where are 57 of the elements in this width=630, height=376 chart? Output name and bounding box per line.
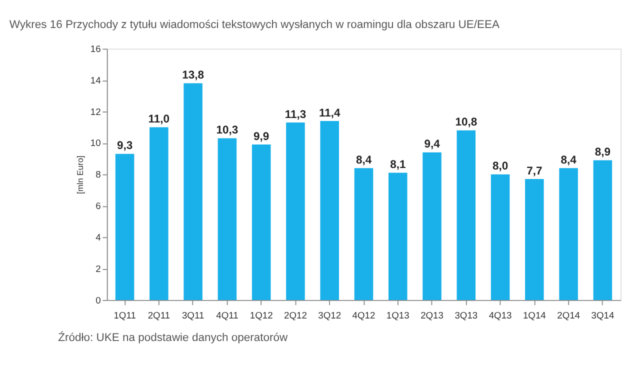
data-label: 7,7: [526, 165, 542, 178]
data-label: 8,4: [560, 154, 578, 166]
chart-title: Wykres 16 Przychody z tytułu wiadomości tekstowych wysłanych w roamingu dla obszaru UE/EEA: [9, 19, 500, 32]
bar: [388, 172, 408, 300]
data-label: 8,0: [492, 160, 508, 173]
data-label: 8,9: [594, 146, 611, 159]
bar: [286, 122, 305, 300]
bar: [115, 154, 134, 300]
x-tick-label: 1Q11: [114, 310, 136, 320]
bar: [525, 179, 544, 300]
x-tick-label: 4Q13: [488, 310, 512, 320]
x-tick-label: 2Q12: [284, 310, 307, 320]
text: Źródło: UKE na podstawie danych operatorów: [58, 331, 289, 344]
x-tick-label: 3Q13: [454, 310, 478, 320]
x-tick-label: 3Q12: [318, 310, 342, 320]
x-tick-label: 2Q14: [557, 310, 580, 320]
data-label: 8,1: [390, 159, 406, 172]
bar: [320, 120, 339, 300]
bar: [218, 138, 237, 300]
bar: [422, 152, 442, 300]
data-label: 11,0: [148, 114, 170, 126]
y-tick-label: 16: [90, 44, 101, 54]
data-label: 9,3: [116, 140, 133, 152]
bar: [456, 130, 476, 300]
y-axis-title: [mln Euro]: [74, 156, 85, 194]
bar: [559, 168, 578, 300]
y-tick-label: 8: [96, 170, 101, 180]
x-tick-label: 4Q12: [352, 310, 376, 320]
data-label: 10,3: [216, 124, 238, 137]
y-tick-label: 4: [96, 232, 101, 242]
y-tick-label: 2: [96, 264, 101, 274]
bar: [490, 174, 510, 300]
y-tick-label: 12: [90, 106, 101, 117]
data-label: 11,4: [318, 107, 341, 120]
x-tick-label: 2Q13: [420, 310, 444, 320]
x-tick-label: 3Q11: [182, 310, 204, 320]
x-tick-label: 2Q11: [148, 310, 170, 320]
bar: [354, 168, 374, 300]
data-label: 11,3: [284, 108, 306, 121]
bar: [593, 160, 612, 300]
data-label: 8,4: [356, 154, 372, 166]
data-label: 9,9: [254, 130, 270, 143]
y-tick-label: 10: [90, 138, 101, 148]
x-tick-label: 4Q11: [216, 310, 238, 320]
data-label: 9,4: [424, 138, 441, 151]
bar: [252, 144, 271, 300]
data-label: 13,8: [182, 70, 204, 82]
x-tick-label: 1Q14: [522, 310, 546, 320]
y-tick-label: 0: [96, 295, 101, 306]
y-tick-label: 14: [90, 75, 101, 86]
bar: [184, 83, 202, 300]
x-tick-label: 3Q14: [591, 310, 614, 320]
y-tick-label: 6: [96, 201, 101, 212]
x-tick-label: 1Q13: [386, 310, 410, 320]
bar: [150, 127, 168, 300]
data-label: 10,8: [455, 116, 478, 129]
x-tick-label: 1Q12: [250, 310, 273, 320]
